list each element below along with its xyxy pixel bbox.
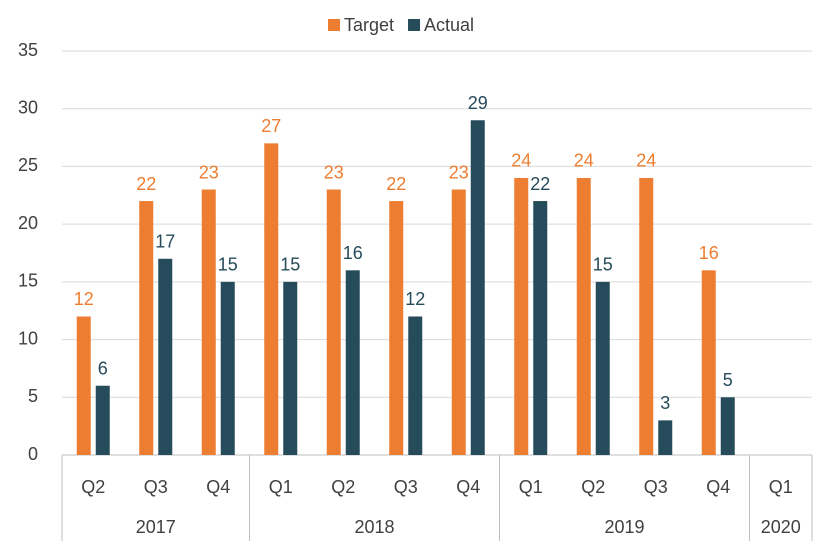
data-label: 17	[155, 232, 175, 252]
data-label: 24	[511, 151, 531, 171]
y-tick-label: 0	[28, 444, 38, 464]
legend-swatch	[408, 19, 421, 31]
y-tick-label: 25	[18, 155, 38, 175]
bar	[158, 258, 173, 455]
data-label: 6	[98, 358, 108, 378]
group-label: 2019	[604, 517, 644, 537]
data-label: 15	[593, 255, 613, 275]
data-label: 15	[218, 255, 238, 275]
data-label: 27	[261, 116, 281, 136]
group-label: 2020	[761, 517, 801, 537]
bar	[139, 201, 154, 455]
bar	[283, 281, 298, 455]
group-label: 2017	[136, 517, 176, 537]
y-tick-label: 15	[18, 271, 38, 291]
bar	[470, 120, 485, 455]
x-tick-label: Q2	[331, 477, 355, 497]
legend-swatch	[328, 19, 340, 31]
bar	[76, 316, 91, 455]
data-label: 29	[468, 93, 488, 113]
bar	[201, 189, 216, 455]
x-tick-label: Q4	[206, 477, 230, 497]
data-label: 5	[723, 370, 733, 390]
data-label: 16	[699, 243, 719, 263]
data-label: 16	[343, 243, 363, 263]
data-label: 22	[530, 174, 550, 194]
bar	[639, 177, 654, 455]
bar	[658, 420, 673, 455]
legend-label: Target	[344, 15, 394, 35]
bar	[345, 270, 360, 455]
x-tick-label: Q1	[769, 477, 793, 497]
bar	[595, 281, 610, 455]
bar	[264, 143, 279, 456]
bar	[720, 397, 735, 455]
data-label: 23	[324, 162, 344, 182]
data-label: 15	[280, 255, 300, 275]
y-tick-label: 20	[18, 213, 38, 233]
x-tick-label: Q3	[644, 477, 668, 497]
y-tick-label: 5	[28, 386, 38, 406]
x-tick-label: Q4	[456, 477, 480, 497]
data-label: 23	[199, 162, 219, 182]
x-tick-label: Q2	[81, 477, 105, 497]
data-label: 22	[386, 174, 406, 194]
group-label: 2018	[354, 517, 394, 537]
y-tick-label: 35	[18, 40, 38, 60]
y-tick-label: 30	[18, 97, 38, 117]
data-label: 3	[660, 393, 670, 413]
bar	[389, 201, 404, 455]
bar	[701, 270, 716, 455]
x-tick-label: Q1	[519, 477, 543, 497]
x-tick-label: Q4	[706, 477, 730, 497]
bar	[576, 177, 591, 455]
bar	[514, 177, 529, 455]
bar	[451, 189, 466, 455]
y-tick-label: 10	[18, 328, 38, 348]
data-label: 23	[449, 162, 469, 182]
legend-label: Actual	[424, 15, 474, 35]
data-label: 24	[636, 151, 656, 171]
bar	[95, 385, 110, 455]
x-tick-label: Q1	[269, 477, 293, 497]
bar	[408, 316, 423, 455]
bar	[326, 189, 341, 455]
data-label: 24	[574, 151, 594, 171]
x-tick-label: Q3	[144, 477, 168, 497]
bar	[220, 281, 235, 455]
x-tick-label: Q3	[394, 477, 418, 497]
bar	[533, 201, 548, 455]
x-tick-label: Q2	[581, 477, 605, 497]
data-label: 12	[74, 289, 94, 309]
data-label: 22	[136, 174, 156, 194]
data-label: 12	[405, 289, 425, 309]
